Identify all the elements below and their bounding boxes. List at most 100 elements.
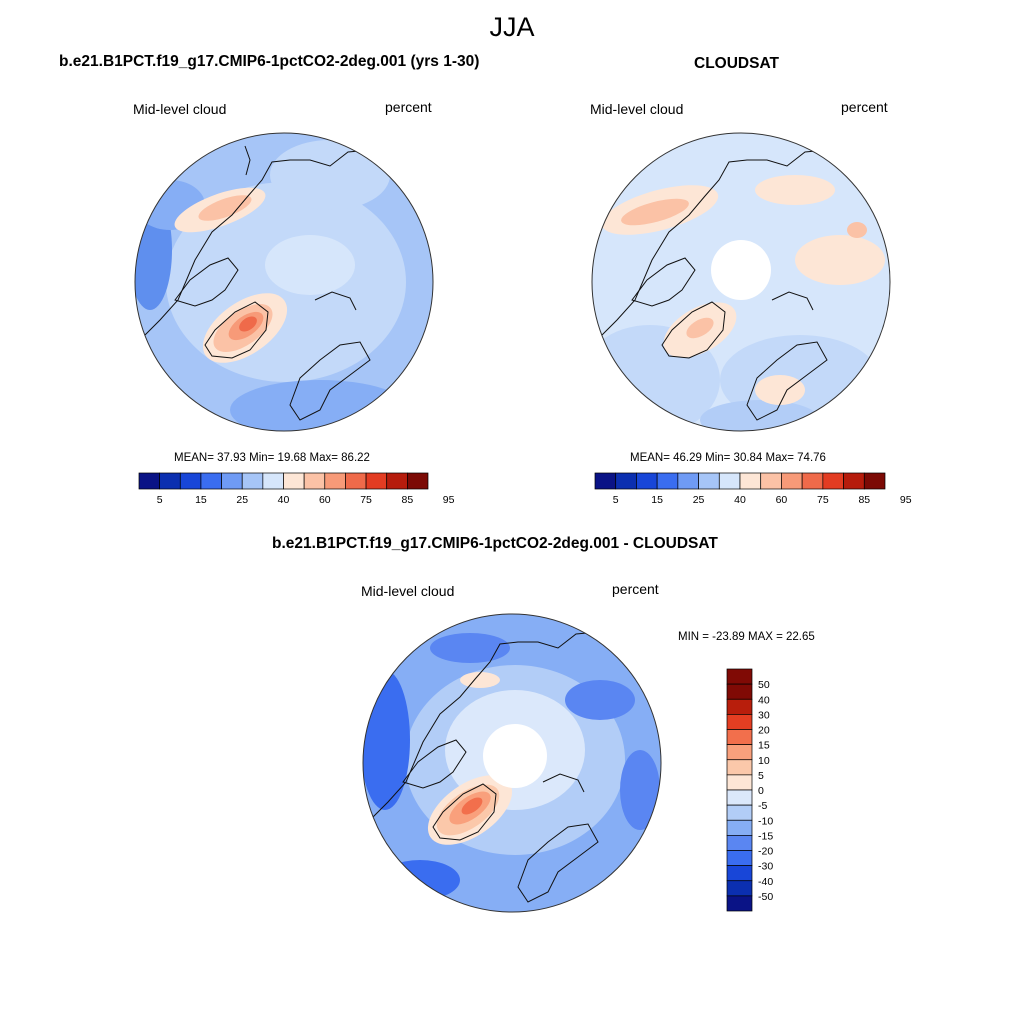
- panel3-colorbar-swatch: [726, 850, 753, 866]
- coastline: [289, 341, 371, 421]
- panel1-colorbar: 5 15 25 40 60 75 85 95: [138, 472, 455, 506]
- panel3-colorbar-swatch: [726, 683, 753, 700]
- panel3-colorbar-tick: 30: [758, 709, 770, 721]
- panel1-colorbar-swatch: [262, 472, 284, 490]
- cloud-region: [621, 198, 689, 226]
- panel2-colorbar-swatch: [739, 472, 762, 490]
- panel1-colorbar-swatch: [386, 472, 408, 490]
- panel3-colorbar-tick: 0: [758, 785, 764, 797]
- coastline: [244, 145, 251, 176]
- cloud-region: [847, 222, 867, 238]
- panel1-colorbar-swatch: [241, 472, 264, 490]
- panel2-colorbar-tick: 40: [734, 494, 746, 506]
- panel3-colorbar-swatch: [726, 804, 753, 821]
- cloud-region: [755, 375, 805, 405]
- panel2-colorbar-tick: 75: [817, 494, 829, 506]
- panel1-colorbar-swatch: [303, 472, 326, 490]
- panel1-variable-label: Mid-level cloud: [133, 101, 227, 117]
- panel3-colorbar-tick: 10: [758, 755, 770, 767]
- panel2-colorbar-swatch: [760, 472, 782, 490]
- panel3-colorbar-swatch: [726, 744, 753, 761]
- panel3-colorbar-tick: 50: [758, 679, 770, 691]
- panel1-colorbar-tick: 60: [319, 494, 331, 506]
- panel1-colorbar-tick: 75: [360, 494, 372, 506]
- cloud-region: [620, 750, 660, 830]
- panel3-colorbar-tick: -20: [758, 846, 773, 858]
- panel2-colorbar-swatch: [615, 472, 637, 490]
- panel1-map: [134, 132, 434, 432]
- no-data-area: [711, 240, 771, 300]
- panel3-colorbar-tick: 15: [758, 740, 770, 752]
- panel3-colorbar-tick: -5: [758, 800, 767, 812]
- panel2-colorbar-tick: 5: [613, 494, 619, 506]
- panel2-colorbar-swatch: [822, 472, 844, 490]
- panel2-colorbar-swatch: [863, 472, 886, 490]
- coastline: [746, 341, 828, 421]
- panel3-title: b.e21.B1PCT.f19_g17.CMIP6-1pctCO2-2deg.0…: [272, 535, 718, 552]
- panel2-colorbar: 5 15 25 40 60 75 85 95: [594, 472, 912, 506]
- coastline: [432, 783, 497, 841]
- panel1-colorbar-swatch: [179, 472, 202, 490]
- panel3-colorbar-tick: -10: [758, 815, 773, 827]
- panel3-colorbar-swatch: [726, 759, 753, 776]
- panel3-units-label: percent: [612, 581, 659, 597]
- panel1-colorbar-tick: 95: [443, 494, 455, 506]
- panel1-units-label: percent: [385, 99, 432, 115]
- panel3-map: [362, 613, 662, 913]
- panel1-colorbar-swatch: [407, 472, 429, 490]
- panel1-colorbar-swatch: [159, 472, 181, 490]
- coastline: [542, 773, 585, 793]
- panel3-colorbar-tick: -30: [758, 861, 773, 873]
- panel2-variable-label: Mid-level cloud: [590, 101, 684, 117]
- panel3-colorbar-swatch: [726, 714, 753, 730]
- coastline: [596, 149, 848, 341]
- panel3-colorbar-swatch: [726, 729, 753, 745]
- panel3-colorbar-tick: -40: [758, 876, 773, 888]
- panel1-colorbar-tick: 15: [195, 494, 207, 506]
- panel2-colorbar-tick: 85: [858, 494, 870, 506]
- coastline: [771, 291, 814, 311]
- panel2-title: CLOUDSAT: [694, 55, 779, 72]
- panel3-colorbar-swatch: [726, 835, 753, 851]
- panel1-colorbar-tick: 85: [402, 494, 414, 506]
- cloud-region: [460, 672, 500, 688]
- panel1-stats: MEAN= 37.93 Min= 19.68 Max= 86.22: [174, 452, 370, 464]
- coastline: [517, 823, 599, 903]
- panel3-stats: MIN = -23.89 MAX = 22.65: [678, 631, 815, 643]
- panel1-title: b.e21.B1PCT.f19_g17.CMIP6-1pctCO2-2deg.0…: [59, 53, 480, 70]
- panel2-colorbar-swatch: [677, 472, 699, 490]
- coastline: [402, 739, 467, 789]
- cloud-region: [430, 633, 510, 663]
- panel1-colorbar-swatch: [324, 472, 346, 490]
- panel3-colorbar-swatch: [726, 789, 753, 806]
- panel2-colorbar-swatch: [594, 472, 617, 490]
- panel1-colorbar-swatch: [365, 472, 388, 490]
- panel2-colorbar-tick: 60: [776, 494, 788, 506]
- panel2-colorbar-tick: 25: [693, 494, 705, 506]
- panel2-colorbar-swatch: [656, 472, 679, 490]
- panel2-map: [591, 132, 891, 432]
- panel2-colorbar-swatch: [801, 472, 824, 490]
- panel2-units-label: percent: [841, 99, 888, 115]
- cloud-region: [795, 235, 885, 285]
- panel3-colorbar-swatch: [726, 865, 753, 882]
- panel1-colorbar-swatch: [138, 472, 160, 490]
- figure-title: JJA: [489, 12, 535, 42]
- panel3-colorbar-swatch: [726, 880, 753, 897]
- panel3-colorbar-tick: -50: [758, 891, 773, 903]
- cloud-region: [270, 140, 390, 210]
- panel2-colorbar-tick: 15: [651, 494, 663, 506]
- panel2-colorbar-swatch: [718, 472, 741, 490]
- panel1-colorbar-tick: 40: [278, 494, 290, 506]
- coastline: [631, 257, 696, 307]
- cloud-region: [565, 680, 635, 720]
- cloud-region: [363, 670, 410, 810]
- panel3-colorbar-tick: 20: [758, 725, 770, 737]
- panel3-colorbar-tick: -15: [758, 830, 773, 842]
- cloud-region: [461, 797, 483, 815]
- panel1-colorbar-swatch: [221, 472, 243, 490]
- panel1-colorbar-tick: 5: [157, 494, 163, 506]
- panel2-stats: MEAN= 46.29 Min= 30.84 Max= 74.76: [630, 452, 826, 464]
- coastline: [174, 257, 239, 307]
